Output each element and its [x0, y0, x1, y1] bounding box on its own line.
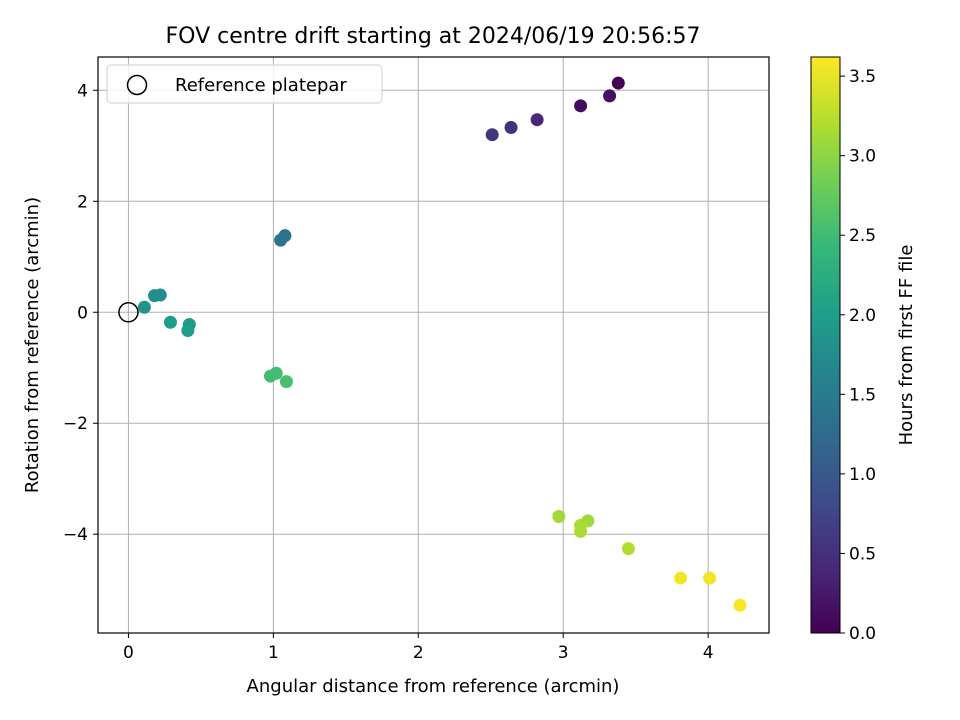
data-point — [274, 233, 288, 247]
data-point — [574, 99, 588, 113]
data-points — [118, 76, 747, 612]
colorbar-tick-label: 2.5 — [849, 226, 876, 246]
y-tick-label: −4 — [63, 525, 88, 545]
x-tick-label: 1 — [268, 643, 279, 663]
colorbar-tick-label: 0.0 — [849, 624, 876, 644]
x-tick-label: 2 — [413, 643, 424, 663]
legend-box — [106, 64, 383, 104]
data-point — [263, 369, 277, 383]
x-axis-label: Angular distance from reference (arcmin) — [247, 676, 620, 697]
x-tick-label: 4 — [703, 643, 714, 663]
data-point — [530, 113, 544, 127]
x-tick-label: 3 — [558, 643, 569, 663]
data-point — [279, 375, 293, 389]
data-point — [621, 542, 635, 556]
colorbar-tick-label: 3.0 — [849, 147, 876, 167]
chart-title: FOV centre drift starting at 2024/06/19 … — [166, 24, 701, 49]
data-point — [148, 289, 162, 303]
colorbar-tick-label: 2.0 — [849, 306, 876, 326]
y-tick-label: 4 — [77, 81, 88, 101]
legend-label-reference: Reference platepar — [175, 75, 347, 96]
x-tick-label: 0 — [123, 643, 134, 663]
legend: Reference platepar — [106, 64, 383, 104]
grid-lines — [98, 57, 769, 633]
colorbar-tick-label: 0.5 — [849, 544, 876, 564]
colorbar-tick-label: 1.5 — [849, 385, 876, 405]
colorbar: 0.0 0.5 1.0 1.5 2.0 2.5 3.0 3.5 Hours from firs… — [810, 56, 917, 644]
colorbar-gradient — [810, 56, 841, 634]
data-point — [552, 509, 566, 523]
y-tick-label: 0 — [77, 303, 88, 323]
data-point — [733, 598, 747, 612]
colorbar-tick-label: 1.0 — [849, 465, 876, 485]
reference-platepar-marker — [118, 302, 139, 323]
y-axis-label: Rotation from reference (arcmin) — [22, 197, 43, 493]
data-point — [181, 324, 195, 338]
data-point — [611, 76, 625, 90]
data-point — [137, 300, 151, 314]
y-tick-label: −2 — [63, 414, 88, 434]
data-point — [163, 315, 177, 329]
data-point — [504, 120, 518, 134]
data-point — [674, 571, 688, 585]
data-point — [703, 571, 717, 585]
legend-marker-reference — [126, 74, 148, 96]
colorbar-ticks: 0.0 0.5 1.0 1.5 2.0 2.5 3.0 3.5 — [840, 67, 876, 644]
y-tick-label: 2 — [77, 192, 88, 212]
colorbar-tick-label: 3.5 — [849, 67, 876, 87]
data-point — [574, 524, 588, 538]
axis-ticks: 0 1 2 3 4 −4 −2 0 2 4 — [63, 81, 714, 663]
colorbar-label: Hours from first FF file — [896, 245, 917, 446]
data-point — [485, 128, 499, 142]
plot-area-frame — [97, 56, 770, 634]
data-point — [603, 89, 617, 103]
